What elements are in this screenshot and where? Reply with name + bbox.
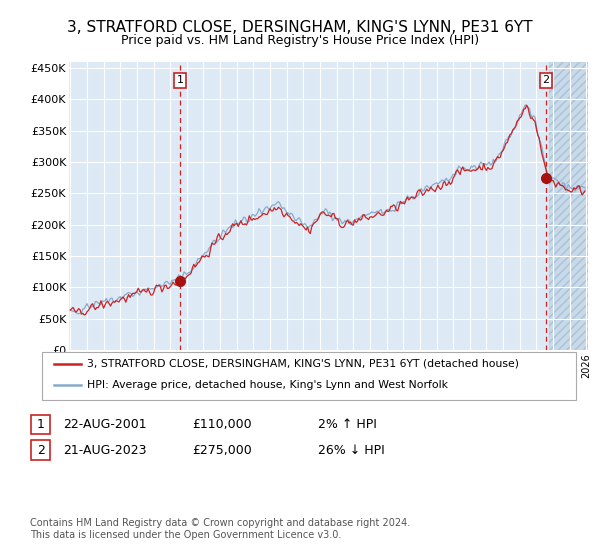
Text: HPI: Average price, detached house, King's Lynn and West Norfolk: HPI: Average price, detached house, King… <box>87 380 448 390</box>
Text: 3, STRATFORD CLOSE, DERSINGHAM, KING'S LYNN, PE31 6YT: 3, STRATFORD CLOSE, DERSINGHAM, KING'S L… <box>67 20 533 35</box>
Text: 2: 2 <box>37 444 45 457</box>
Text: £275,000: £275,000 <box>192 444 252 457</box>
Text: 22-AUG-2001: 22-AUG-2001 <box>63 418 146 431</box>
Bar <box>549 62 595 350</box>
Text: 1: 1 <box>37 418 45 431</box>
Text: Contains HM Land Registry data © Crown copyright and database right 2024.
This d: Contains HM Land Registry data © Crown c… <box>30 518 410 540</box>
Text: 1: 1 <box>176 76 184 85</box>
Text: Price paid vs. HM Land Registry's House Price Index (HPI): Price paid vs. HM Land Registry's House … <box>121 34 479 46</box>
Text: 21-AUG-2023: 21-AUG-2023 <box>63 444 146 457</box>
Text: 3, STRATFORD CLOSE, DERSINGHAM, KING'S LYNN, PE31 6YT (detached house): 3, STRATFORD CLOSE, DERSINGHAM, KING'S L… <box>87 359 519 369</box>
Bar <box>549 62 595 350</box>
Text: 2: 2 <box>542 76 550 85</box>
Text: 2% ↑ HPI: 2% ↑ HPI <box>318 418 377 431</box>
Text: £110,000: £110,000 <box>192 418 251 431</box>
Text: 26% ↓ HPI: 26% ↓ HPI <box>318 444 385 457</box>
